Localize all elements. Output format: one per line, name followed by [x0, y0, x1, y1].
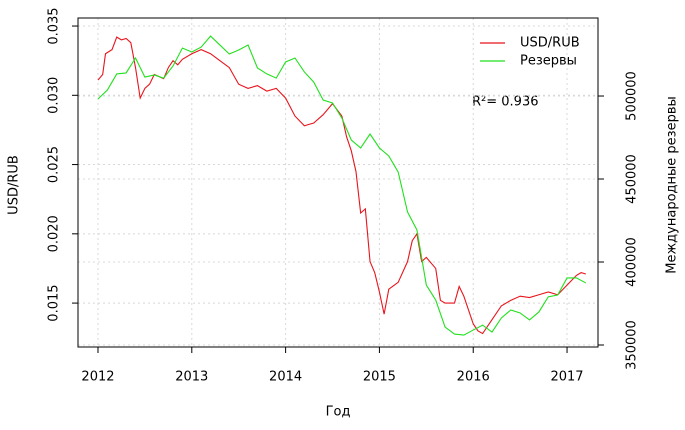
- y2-tick-label: 500000: [625, 71, 640, 121]
- series-line: [97, 36, 586, 335]
- annotation: R²= 0.936: [472, 95, 539, 110]
- plot-frame: [77, 17, 599, 348]
- x-tick-label: 2017: [550, 370, 583, 385]
- legend-label: USD/RUB: [520, 36, 580, 51]
- y2-tick-label: 350000: [625, 320, 640, 370]
- x-tick-label: 2016: [457, 370, 490, 385]
- x-tick-label: 2012: [81, 370, 114, 385]
- y-tick-label: 0.020: [47, 215, 62, 252]
- y-tick-label: 0.030: [47, 77, 62, 114]
- y2-axis-title: Международные резервы: [665, 96, 680, 274]
- x-axis-title: Год: [326, 405, 351, 420]
- series-line: [97, 35, 587, 336]
- x-tick-label: 2013: [175, 370, 208, 385]
- y-tick-label: 0.035: [47, 7, 62, 44]
- y-axis-title: USD/RUB: [7, 155, 22, 215]
- x-tick-label: 2015: [363, 370, 396, 385]
- y-tick-label: 0.015: [47, 284, 62, 321]
- y2-tick-label: 400000: [625, 237, 640, 287]
- x-tick-label: 2014: [269, 370, 302, 385]
- legend-label: Резервы: [520, 54, 577, 69]
- y2-tick-label: 450000: [625, 154, 640, 204]
- y-tick-label: 0.025: [47, 146, 62, 183]
